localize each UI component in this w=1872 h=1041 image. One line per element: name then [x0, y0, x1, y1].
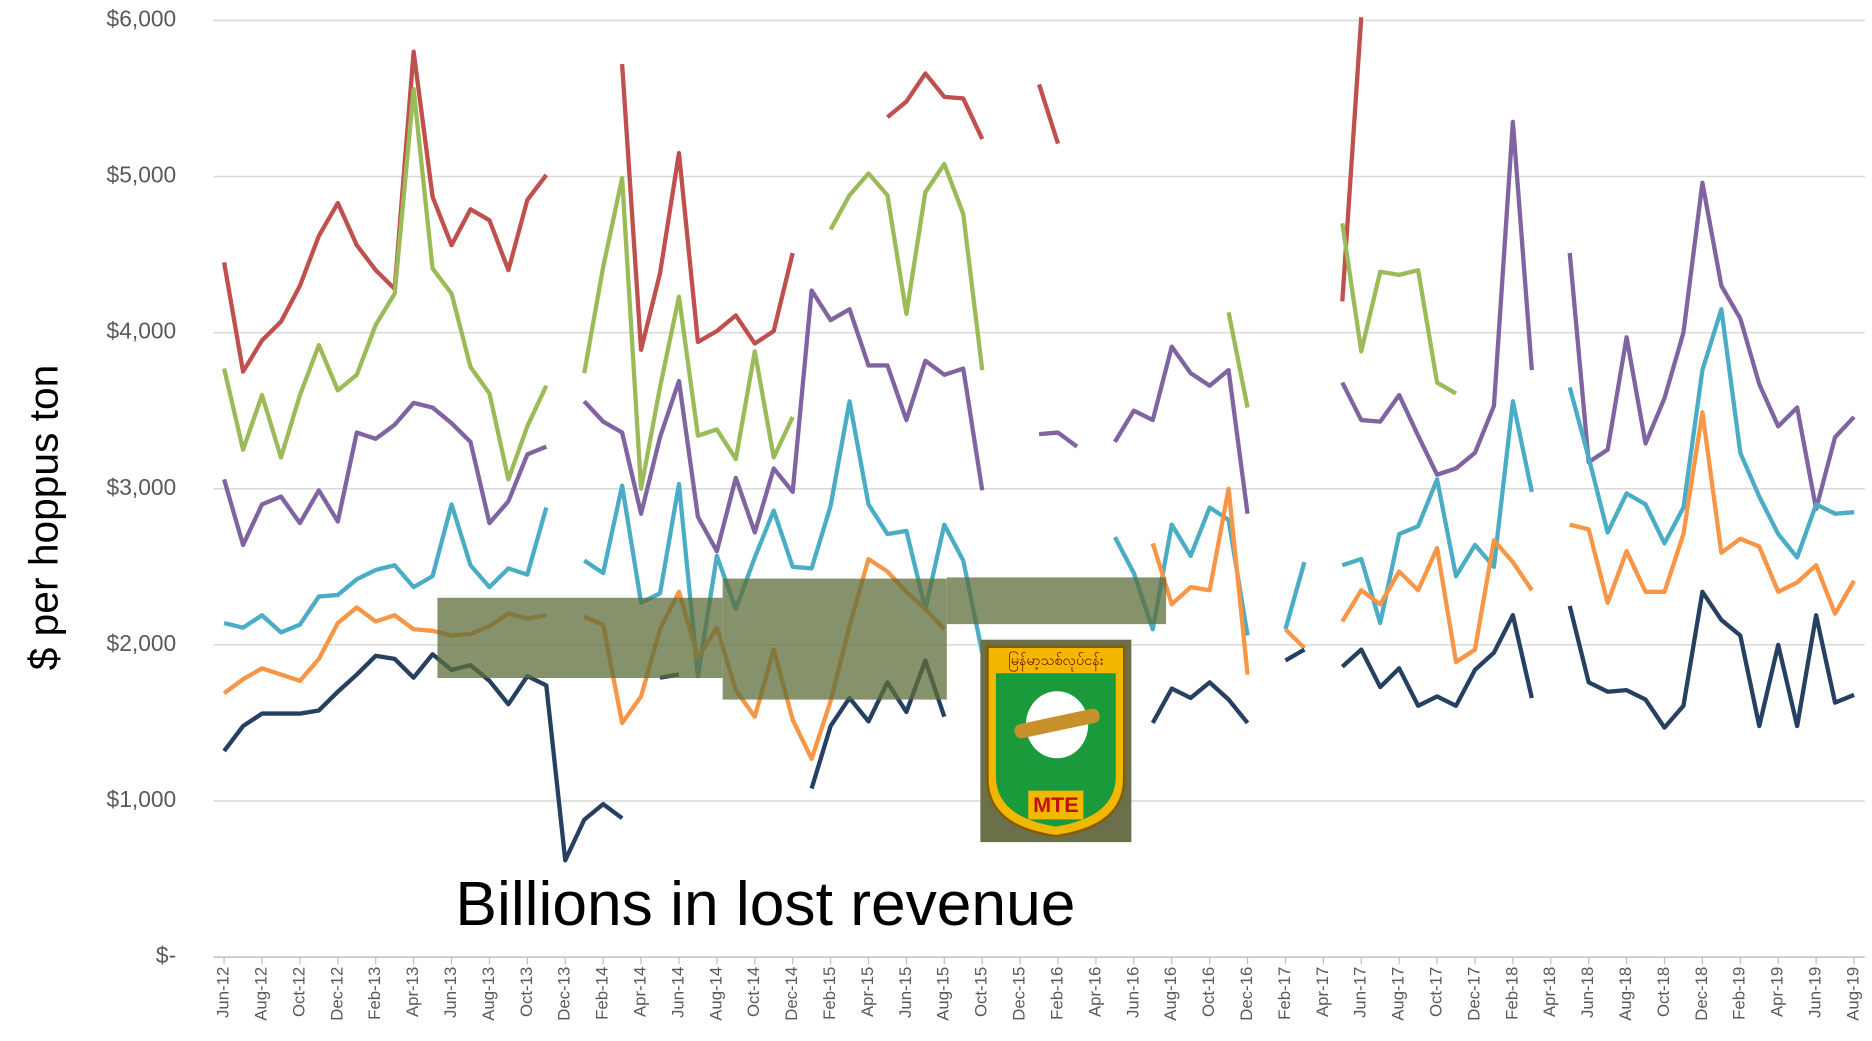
y-tick-label: $2,000: [107, 630, 177, 656]
x-tick-label: Feb-17: [1275, 967, 1294, 1020]
x-tick-label: Dec-13: [555, 967, 574, 1021]
x-tick-label: Jun-13: [441, 967, 460, 1018]
x-tick-label: Oct-18: [1654, 967, 1673, 1017]
x-tick-label: Dec-15: [1010, 967, 1029, 1021]
logo-label: MTE: [1033, 792, 1078, 817]
x-tick-label: Apr-15: [858, 967, 877, 1017]
highlight-box: [946, 577, 1167, 625]
x-tick-label: Dec-17: [1464, 967, 1483, 1021]
logo-banner: [989, 648, 1122, 673]
highlight-box: [437, 597, 723, 679]
y-tick-label: $5,000: [107, 162, 177, 188]
x-tick-label: Jun-15: [896, 967, 915, 1018]
x-tick-label: Aug-18: [1616, 967, 1635, 1021]
logo-plate: [1028, 790, 1084, 820]
x-tick-label: Oct-16: [1199, 967, 1218, 1017]
x-tick-label: Apr-14: [631, 967, 650, 1017]
x-tick-label: Oct-17: [1427, 967, 1446, 1017]
x-tick-label: Feb-15: [820, 967, 839, 1020]
x-tick-label: Dec-12: [327, 967, 346, 1021]
series-line: [221, 17, 1364, 374]
x-tick-label: Dec-16: [1237, 967, 1256, 1021]
x-tick-label: Apr-13: [403, 967, 422, 1017]
series-line: [223, 307, 1855, 679]
x-tick-label: Oct-13: [517, 967, 536, 1017]
x-tick-label: Apr-17: [1313, 967, 1332, 1017]
y-tick-label: $6,000: [107, 5, 177, 31]
x-tick-label: Jun-17: [1351, 967, 1370, 1018]
x-tick-label: Aug-15: [934, 967, 953, 1021]
highlight-boxes: [437, 577, 1167, 700]
logo-text: မြန်မာ့သစ်လုပ်ငန်း: [1008, 650, 1103, 672]
y-tick-label: $4,000: [107, 318, 177, 344]
x-tick-label: Aug-17: [1389, 967, 1408, 1021]
x-tick-label: Oct-14: [744, 967, 763, 1017]
x-tick-label: Apr-18: [1540, 967, 1559, 1017]
x-tick-label: Feb-16: [1047, 967, 1066, 1020]
y-tick-label: $3,000: [107, 474, 177, 500]
lines: [221, 17, 1856, 863]
x-tick-label: Oct-12: [289, 967, 308, 1017]
x-tick-label: Jun-18: [1578, 967, 1597, 1018]
y-tick-label: $1,000: [107, 786, 177, 812]
x-tick-label: Jun-16: [1123, 967, 1142, 1018]
x-tick-label: Jun-12: [214, 967, 233, 1018]
logo: မြန်မာ့သစ်လုပ်ငန်း MTE: [980, 639, 1132, 843]
x-tick-label: Dec-18: [1692, 967, 1711, 1021]
annotation: Billions in lost revenue: [455, 870, 1075, 939]
x-tick-label: Aug-12: [251, 967, 270, 1021]
x-tick-label: Jun-14: [668, 967, 687, 1018]
x-tick-label: Aug-19: [1843, 967, 1862, 1021]
y-axis-label: $ per hoppus ton: [21, 365, 67, 671]
x-tick-label: Apr-16: [1085, 967, 1104, 1017]
x-tick-label: Jun-19: [1806, 967, 1825, 1018]
grid: $- $1,000 $2,000 $3,000 $4,000 $5,000 $6,000 Ju…: [107, 5, 1865, 1021]
x-tick-label: Dec-14: [782, 967, 801, 1021]
x-tick-label: Feb-13: [365, 967, 384, 1020]
x-tick-label: Aug-13: [479, 967, 498, 1021]
x-tick-label: Aug-14: [706, 967, 725, 1021]
x-tick-label: Feb-19: [1730, 967, 1749, 1020]
series-line: [222, 119, 1856, 554]
x-tick-label: Oct-15: [972, 967, 991, 1017]
logo-log: [1014, 708, 1100, 739]
x-tick-label: Aug-16: [1161, 967, 1180, 1021]
x-tick-label: Feb-18: [1502, 967, 1521, 1020]
series-line: [222, 86, 1458, 491]
x-tick-label: Apr-19: [1768, 967, 1787, 1017]
highlight-box: [722, 578, 947, 700]
y-tick-label: $-: [156, 942, 176, 968]
x-tick-label: Feb-14: [593, 967, 612, 1020]
